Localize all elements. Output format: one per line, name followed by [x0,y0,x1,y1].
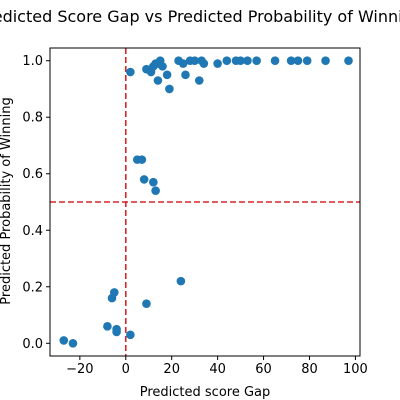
data-point [252,56,261,66]
data-point [137,155,147,164]
data-point [190,56,199,66]
data-point [293,56,303,66]
data-point [162,70,172,80]
x-axis-ticks: −20 0 20 40 60 80 100 [66,356,368,377]
data-point [59,336,69,345]
data-point [139,175,149,184]
data-point [270,56,280,66]
data-point [181,70,190,80]
data-point [103,322,112,331]
x-tick-label: −20 [66,362,93,377]
data-point [286,56,296,66]
chart-title: Predicted Score Gap vs Predicted Probabi… [0,7,400,26]
plot-area-frame [49,47,361,357]
x-tick-label: 0 [122,362,130,377]
data-point [142,299,151,309]
data-point [199,59,209,68]
y-tick-label: 0.8 [22,111,43,126]
x-tick-label: 100 [343,362,368,377]
data-point [165,84,174,94]
y-axis-label: Predicted Probability of Winning [0,97,14,304]
data-point [151,186,160,195]
y-axis-ticks: 0.0 0.2 0.4 0.6 0.8 1.0 [22,54,50,352]
data-point [149,177,158,187]
data-point [243,56,252,66]
data-point [321,56,330,66]
data-point [153,76,163,85]
y-tick-label: 1.0 [22,54,43,69]
data-point [158,62,167,71]
data-point [126,67,135,77]
x-tick-label: 80 [301,362,318,377]
data-point [222,56,232,66]
reference-lines [50,48,360,356]
y-tick-label: 0.6 [22,167,43,182]
x-tick-label: 60 [255,362,272,377]
data-point [213,59,222,68]
y-tick-label: 0.4 [22,224,43,239]
data-point [112,327,121,337]
data-point [344,56,353,66]
data-point [68,338,78,348]
data-point [236,56,245,66]
y-tick-label: 0.0 [22,337,43,352]
data-point [176,276,186,286]
data-point [302,56,312,66]
data-points [59,56,353,348]
data-point [126,330,135,340]
data-point [178,59,188,68]
y-tick-label: 0.2 [22,280,43,295]
data-point [109,288,119,297]
data-point [194,76,204,85]
x-tick-label: 20 [163,362,180,377]
x-tick-label: 40 [209,362,226,377]
x-axis-label: Predicted score Gap [140,385,271,400]
